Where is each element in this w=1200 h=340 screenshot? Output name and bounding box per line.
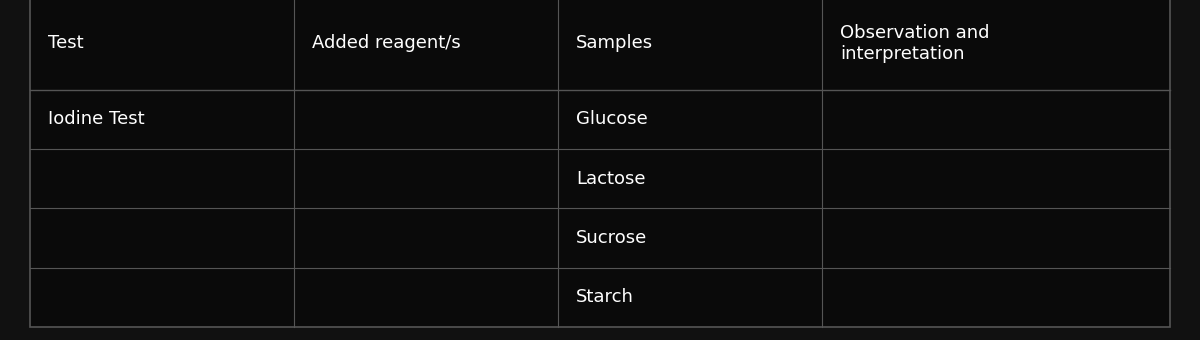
Text: Lactose: Lactose bbox=[576, 170, 646, 188]
Text: Starch: Starch bbox=[576, 288, 634, 306]
Text: Samples: Samples bbox=[576, 34, 653, 52]
Text: Added reagent/s: Added reagent/s bbox=[312, 34, 461, 52]
Text: Test: Test bbox=[48, 34, 84, 52]
Text: Glucose: Glucose bbox=[576, 110, 648, 128]
Text: Observation and
interpretation: Observation and interpretation bbox=[840, 24, 990, 63]
Text: Sucrose: Sucrose bbox=[576, 229, 647, 247]
Text: Iodine Test: Iodine Test bbox=[48, 110, 145, 128]
